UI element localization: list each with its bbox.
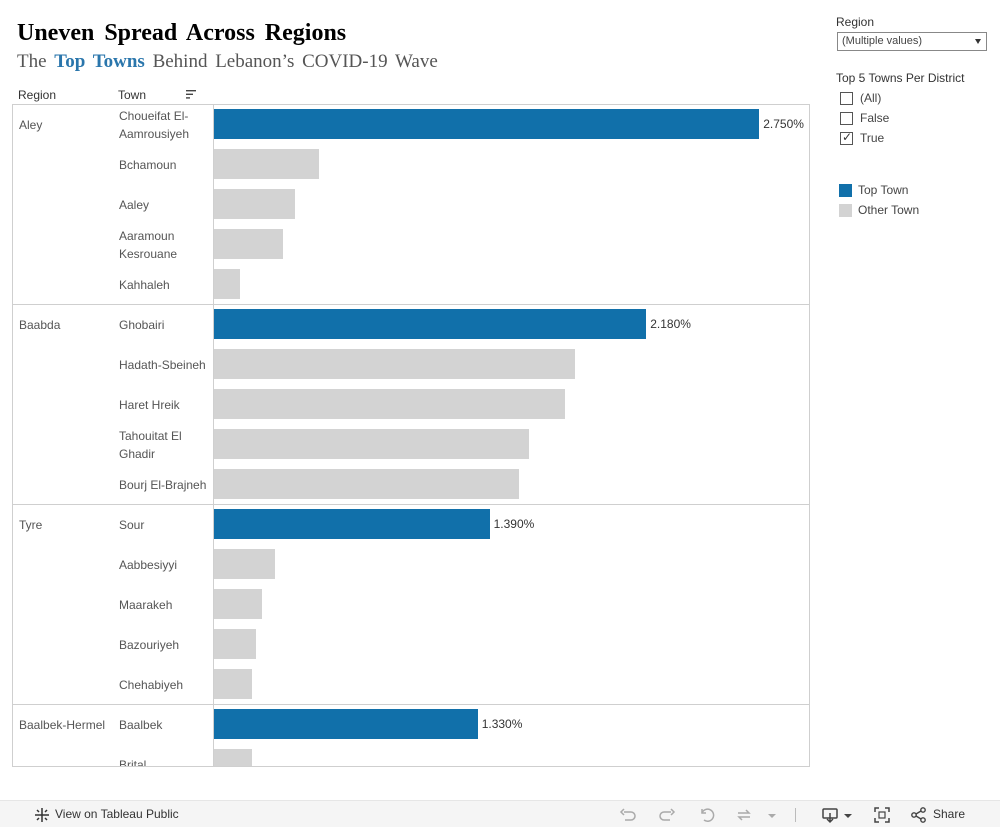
region-filter-value: (Multiple values) [842,35,923,47]
download-dropdown-icon[interactable] [839,806,857,824]
column-header-region[interactable]: Region [18,88,57,102]
checkmark-icon: ✓ [842,129,853,144]
town-label[interactable]: Ghobairi [119,318,165,332]
bar-top-town[interactable] [214,309,647,339]
top5-option-all-label: (All) [860,91,882,105]
town-label[interactable]: Aabbesiyyi [119,558,178,572]
chart-axis-line [213,105,214,766]
bar-other-town[interactable] [214,469,520,499]
bar-other-town[interactable] [214,269,240,299]
town-label[interactable]: Haret Hreik [119,398,180,412]
dropdown-arrow-icon [975,39,981,44]
town-label[interactable]: Bourj El-Brajneh [119,478,207,492]
region-label[interactable]: Baalbek-Hermel [19,718,106,732]
town-label[interactable]: Aaramoun Kesrouane [119,229,178,261]
bar-other-town[interactable] [214,589,262,619]
town-label[interactable]: Baalbek [119,718,163,732]
checkbox-all[interactable] [840,91,853,105]
town-label[interactable]: Maarakeh [119,598,173,612]
town-label[interactable]: Hadath-Sbeineh [119,358,206,372]
region-filter-dropdown[interactable]: (Multiple values) [837,32,987,51]
revert-icon[interactable] [698,806,716,824]
bar-top-town[interactable] [214,509,490,539]
bar-value-label: 2.750% [763,117,804,131]
top5-option-false-label: False [860,111,890,125]
legend-swatch-other [839,203,852,217]
bar-other-town[interactable] [214,229,284,259]
bar-value-label: 1.330% [481,717,523,731]
download-icon[interactable] [821,806,839,824]
legend-top-label: Top Town [858,183,909,197]
region-separator [13,304,809,305]
top5-filter-title: Top 5 Towns Per District [836,71,965,85]
town-label[interactable]: Kahhaleh [119,278,170,292]
top5-option-all[interactable]: (All) [840,91,881,105]
town-label[interactable]: Aaley [119,198,150,212]
share-button[interactable]: Share [933,807,966,821]
bar-top-town[interactable] [214,709,478,739]
dashboard-subtitle: The Top Towns Behind Lebanon’s COVID-19 … [17,51,438,73]
region-label[interactable]: Baabda [19,318,61,332]
subtitle-suffix: Behind Lebanon’s COVID-19 Wave [144,51,438,72]
view-on-tableau-public-link[interactable]: View on Tableau Public [55,807,179,821]
checkbox-true[interactable]: ✓ [840,129,853,145]
region-separator [13,704,809,705]
legend-swatch-top [839,183,852,197]
bar-other-town[interactable] [214,749,252,766]
checkbox-false[interactable] [840,111,853,125]
legend-other-town[interactable]: Other Town [839,203,919,217]
town-label[interactable]: Bchamoun [119,158,177,172]
legend-other-label: Other Town [858,203,920,217]
legend-top-town[interactable]: Top Town [839,183,908,197]
tableau-logo-icon [35,808,49,822]
region-filter-title: Region [836,15,875,29]
toolbar-divider [795,808,796,822]
top5-option-false[interactable]: False [840,111,889,125]
town-label[interactable]: Sour [119,518,145,532]
subtitle-highlight: Top Towns [54,51,145,72]
bar-other-town[interactable] [214,629,256,659]
bar-top-town[interactable] [214,109,760,139]
region-label[interactable]: Aley [19,118,43,132]
bar-value-label: 2.180% [650,317,691,331]
sort-descending-icon[interactable] [185,89,197,101]
region-label[interactable]: Tyre [19,518,43,532]
town-label[interactable]: Tahouitat El Ghadir [119,429,182,461]
town-label[interactable]: Bazouriyeh [119,638,180,652]
town-label[interactable]: Chehabiyeh [119,678,184,692]
dashboard-title: Uneven Spread Across Regions [17,20,347,46]
bar-other-town[interactable] [214,149,320,179]
town-label[interactable]: Brital [119,758,147,767]
bar-value-label: 1.390% [493,517,535,531]
redo-icon[interactable] [658,806,676,824]
bar-other-town[interactable] [214,549,276,579]
bar-other-town[interactable] [214,189,296,219]
bar-other-town[interactable] [214,429,530,459]
top5-option-true-label: True [860,131,885,145]
tableau-toolbar: View on Tableau Public Share [0,800,1000,827]
bar-other-town[interactable] [214,669,252,699]
undo-icon[interactable] [619,806,637,824]
town-label[interactable]: Choueifat El-Aamrousiyeh [119,109,190,141]
column-header-town[interactable]: Town [118,88,147,102]
refresh-icon[interactable] [735,806,753,824]
fullscreen-icon[interactable] [873,806,891,824]
subtitle-prefix: The [17,51,55,72]
refresh-dropdown-icon[interactable] [763,806,781,824]
bar-other-town[interactable] [214,389,565,419]
bar-chart[interactable]: Aley Choueifat El-Aamrousiyeh 2.750% Bchamo… [12,104,810,767]
top5-option-true[interactable]: ✓ True [840,129,885,145]
bar-other-town[interactable] [214,349,575,379]
share-icon[interactable] [910,806,928,824]
region-separator [13,504,809,505]
